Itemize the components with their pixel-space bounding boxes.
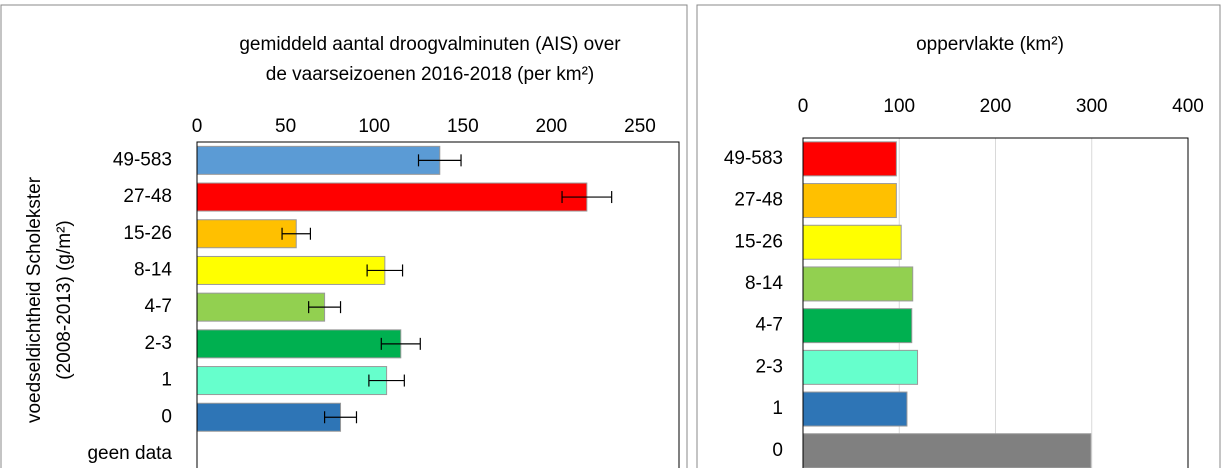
bar xyxy=(196,219,297,249)
y-tick-label: 1 xyxy=(161,370,172,391)
y-tick-label: 2-3 xyxy=(145,333,172,354)
bar xyxy=(802,266,914,302)
bar xyxy=(196,182,588,212)
x-tick-label: 400 xyxy=(1172,96,1204,117)
x-tick-label: 300 xyxy=(1076,96,1108,117)
y-tick-label: 15-26 xyxy=(123,223,172,244)
x-tick-label: 200 xyxy=(536,116,568,137)
bar xyxy=(802,391,908,427)
x-tick-label: 150 xyxy=(447,116,479,137)
y-tick-label: 49-583 xyxy=(724,148,783,169)
y-axis-label: (2008-2013) (g/m²) xyxy=(54,220,75,379)
error-bar xyxy=(308,301,342,314)
y-tick-label: 49-583 xyxy=(113,149,172,170)
error-bar xyxy=(417,154,462,167)
error-bar xyxy=(380,337,421,350)
bar xyxy=(196,329,402,359)
y-tick-label: 0 xyxy=(772,440,783,461)
x-tick-label: 100 xyxy=(358,116,390,137)
plot-frame xyxy=(196,141,680,468)
y-tick-label: 2-3 xyxy=(756,356,783,377)
bar xyxy=(802,141,897,177)
y-tick-label: 4-7 xyxy=(756,315,783,336)
right-panel xyxy=(696,4,1221,468)
y-tick-label: 8-14 xyxy=(134,259,172,280)
error-bar xyxy=(323,411,358,424)
y-tick-label: 0 xyxy=(161,406,172,427)
x-tick-label: 200 xyxy=(980,96,1012,117)
chart-title: oppervlakte (km²) xyxy=(916,34,1064,55)
y-tick-label: 15-26 xyxy=(734,231,783,252)
bar xyxy=(802,349,919,385)
error-bar xyxy=(281,227,312,240)
bar xyxy=(802,224,902,260)
y-tick-label: 8-14 xyxy=(745,273,783,294)
error-bar xyxy=(366,264,404,277)
bar xyxy=(802,308,913,344)
x-tick-label: 100 xyxy=(883,96,915,117)
y-tick-label: 1 xyxy=(772,398,783,419)
error-bar xyxy=(368,374,405,387)
bar xyxy=(196,145,441,175)
plot-frame xyxy=(802,137,1189,468)
y-tick-label: 4-7 xyxy=(145,296,172,317)
y-tick-label: 27-48 xyxy=(123,186,172,207)
left-panel xyxy=(0,4,688,468)
y-tick-label: geen data xyxy=(87,443,172,464)
x-tick-label: 0 xyxy=(192,116,203,137)
y-tick-label: 27-48 xyxy=(734,190,783,211)
bar xyxy=(802,433,1092,468)
chart-title: de vaarseizoenen 2016-2018 (per km²) xyxy=(266,64,594,85)
bar xyxy=(196,366,388,396)
y-axis-label: voedseldichtheid Scholekster xyxy=(24,176,45,423)
bar xyxy=(196,255,386,285)
bar xyxy=(196,292,326,322)
x-tick-label: 0 xyxy=(798,96,809,117)
x-tick-label: 250 xyxy=(624,116,656,137)
bar xyxy=(196,402,342,432)
x-tick-label: 50 xyxy=(275,116,296,137)
bar xyxy=(802,183,897,219)
chart-title: gemiddeld aantal droogvalminuten (AIS) o… xyxy=(239,34,621,55)
error-bar xyxy=(561,191,613,204)
